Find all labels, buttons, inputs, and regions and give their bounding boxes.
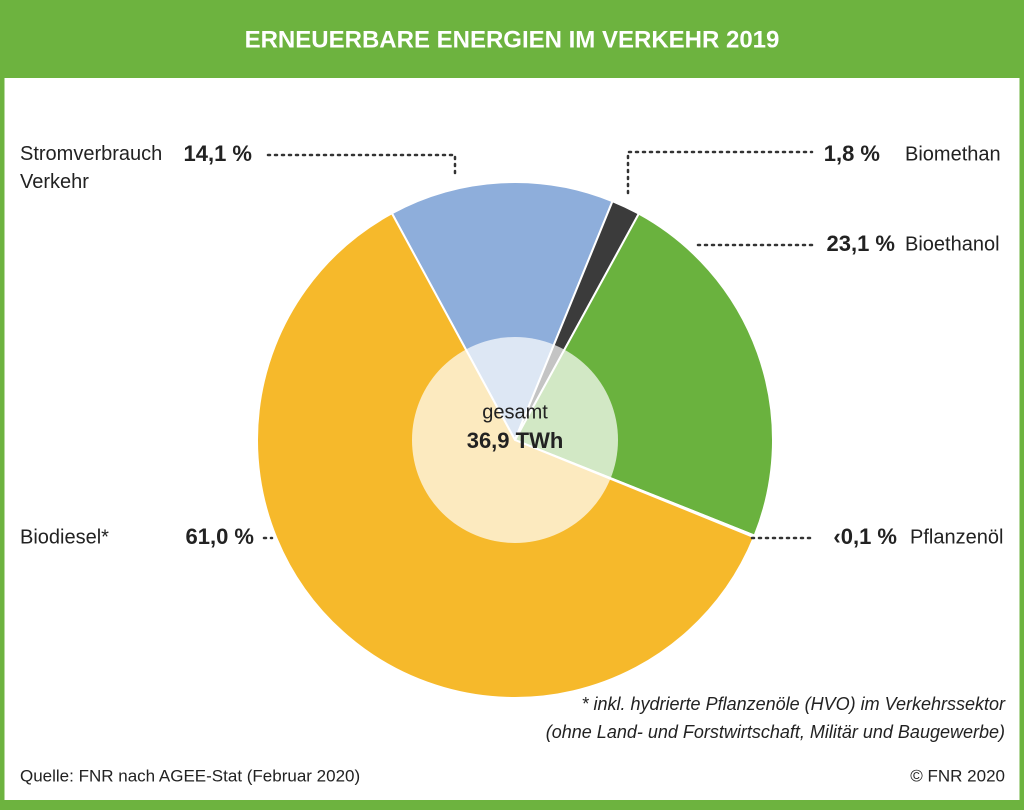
slice (390, 181, 614, 443)
value-label: 14,1 % (184, 141, 253, 166)
slice-label: Biomethan (905, 143, 1001, 165)
value-label: ‹0,1 % (833, 524, 897, 549)
leader (626, 150, 814, 195)
value-label: 1,8 % (824, 141, 880, 166)
note: (ohne Land- und Forstwirtschaft, Militär… (546, 722, 1005, 742)
donut-hole (412, 337, 618, 543)
leader (266, 153, 457, 180)
source: Quelle: FNR nach AGEE-Stat (Februar 2020… (20, 766, 360, 785)
copyright: © FNR 2020 (910, 766, 1005, 785)
value-label: 23,1 % (827, 231, 896, 256)
slice-label: Biodiesel* (20, 526, 109, 548)
center-label: gesamt (482, 401, 548, 423)
slice-label: Bioethanol (905, 233, 1000, 255)
slice-label: Stromverbrauch Verkehr (20, 143, 162, 193)
value-label: 61,0 % (186, 524, 255, 549)
slice-label: Pflanzenöl (910, 526, 1003, 548)
chart-title: ERNEUERBARE ENERGIEN IM VERKEHR 2019 (245, 26, 780, 53)
title-bar (0, 0, 1024, 78)
note: * inkl. hydrierte Pflanzenöle (HVO) im V… (582, 694, 1006, 714)
bottom-bar (0, 800, 1024, 810)
total-label: 36,9 TWh (467, 428, 564, 453)
